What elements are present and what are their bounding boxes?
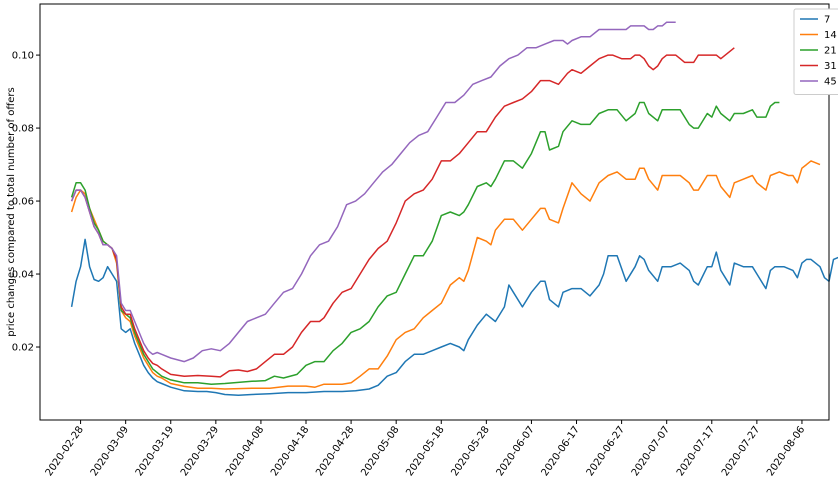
x-tick-label: 2020-06-27 [585, 424, 627, 478]
series-line-14 [70, 160, 821, 390]
x-tick-label: 2020-07-27 [720, 424, 762, 478]
x-tick-label: 2020-07-07 [630, 424, 672, 478]
x-tick-label: 2020-04-28 [314, 424, 356, 478]
plot-frame [39, 3, 830, 421]
legend-label: 14 [824, 30, 837, 41]
x-tick-label: 2020-03-19 [134, 424, 176, 478]
x-tick-label: 2020-08-06 [765, 424, 807, 478]
y-axis-title: price changes compared to total number o… [6, 87, 17, 336]
x-tick-label: 2020-06-17 [540, 424, 582, 478]
legend-label: 31 [824, 61, 837, 72]
series-line-7 [70, 238, 838, 396]
y-tick-label: 0.06 [12, 197, 34, 208]
plot-lines [70, 21, 838, 396]
legend-box [793, 8, 838, 95]
x-tick-label: 2020-05-08 [359, 424, 401, 478]
x-tick-label: 2020-05-18 [404, 424, 446, 478]
y-axis: 0.02 0.04 0.06 0.08 0.10 [12, 51, 40, 354]
legend-label: 21 [824, 46, 837, 57]
x-tick-label: 2020-03-29 [179, 424, 221, 478]
series-line-21 [70, 101, 780, 385]
legend: 7 14 21 31 45 [793, 8, 838, 95]
x-tick-label: 2020-06-07 [495, 424, 537, 478]
y-tick-label: 0.04 [12, 270, 34, 281]
legend-label: 45 [824, 77, 837, 88]
x-tick-label: 2020-04-08 [224, 424, 266, 478]
x-tick-label: 2020-03-09 [89, 424, 131, 478]
series-line-45 [70, 21, 676, 363]
y-tick-label: 0.10 [12, 51, 34, 62]
x-tick-label: 2020-04-18 [269, 424, 311, 478]
y-tick-label: 0.08 [12, 124, 34, 135]
x-tick-label: 2020-02-28 [44, 424, 86, 478]
x-axis: 2020-02-28 2020-03-09 2020-03-19 2020-03-29… [44, 420, 807, 478]
x-tick-label: 2020-07-17 [675, 424, 717, 478]
y-tick-label: 0.02 [12, 343, 34, 354]
series-line-31 [70, 47, 735, 378]
x-tick-label: 2020-05-28 [449, 424, 491, 478]
legend-label: 7 [824, 15, 830, 26]
